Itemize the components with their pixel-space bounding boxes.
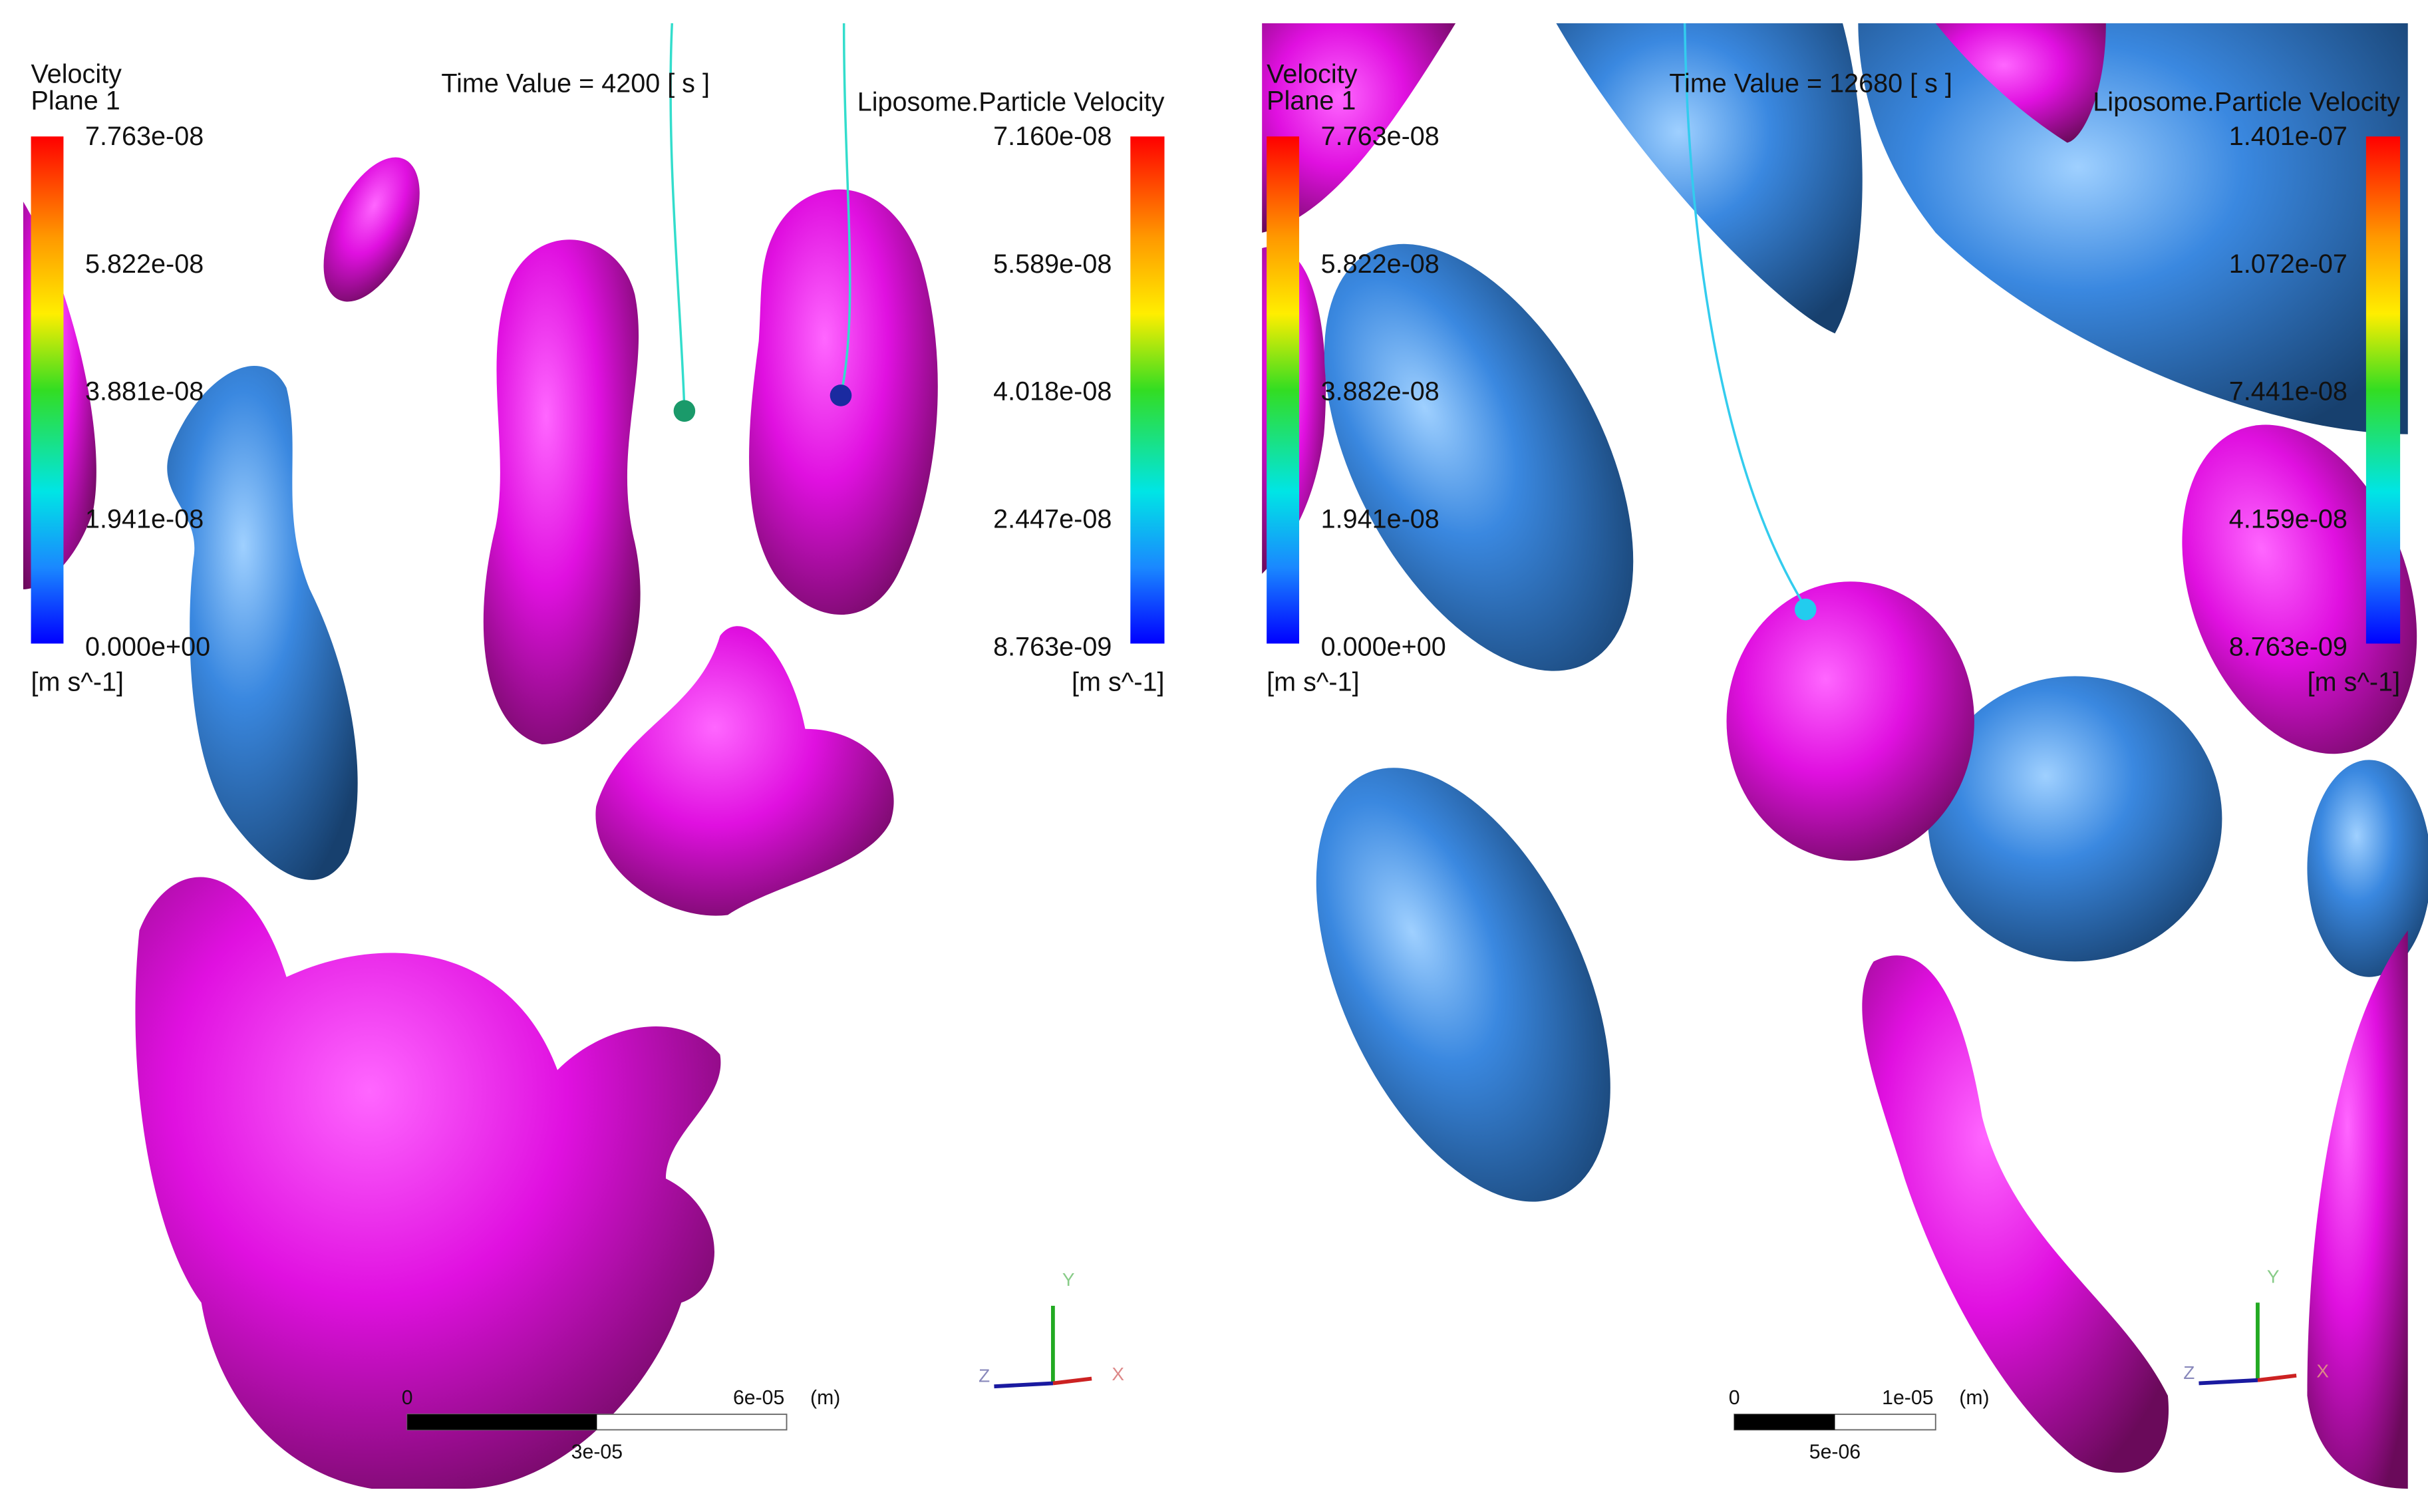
legend-text: 4.159e-08 <box>2229 505 2348 534</box>
legend-text: Velocity <box>31 60 122 89</box>
particle <box>830 384 852 406</box>
axis-x <box>2257 1373 2297 1382</box>
legend-text: Liposome.Particle Velocity <box>857 88 1165 117</box>
legend-text: 0.000e+00 <box>85 632 210 661</box>
legend-text: [m s^-1] <box>1267 668 1359 697</box>
legend-text: 4.018e-08 <box>993 377 1112 406</box>
blob <box>1556 23 1863 334</box>
time-value: Time Value = 4200 [ s ] <box>441 69 710 98</box>
legend-text: 7.160e-08 <box>993 122 1112 151</box>
particle-track <box>839 23 851 396</box>
blob <box>1316 768 1610 1202</box>
blob <box>167 365 358 880</box>
legend-text: 1.072e-07 <box>2229 249 2348 279</box>
axis-label: X <box>2316 1361 2329 1382</box>
legend-text: Plane 1 <box>1267 86 1356 115</box>
legend-text: 5.822e-08 <box>1321 249 1440 279</box>
legend-text: 1.941e-08 <box>85 505 204 534</box>
blob <box>2307 930 2408 1489</box>
legend-text: 0.000e+00 <box>1321 632 1446 661</box>
legend-text: 8.763e-09 <box>993 632 1112 661</box>
legend-text: 7.763e-08 <box>1321 122 1440 151</box>
particle <box>673 400 696 422</box>
axis-z <box>994 1381 1054 1389</box>
legend-text: 3.882e-08 <box>1321 377 1440 406</box>
scale-bar-fill <box>407 1414 597 1430</box>
legend-text: 1.401e-07 <box>2229 122 2348 151</box>
particle-track <box>669 23 686 411</box>
legend-text: 5e-06 <box>1809 1441 1861 1463</box>
legend-text: Liposome.Particle Velocity <box>2093 88 2400 117</box>
legend-text: (m) <box>810 1387 840 1409</box>
legend-text: 0 <box>1729 1387 1740 1409</box>
legend-text: 0 <box>402 1387 413 1409</box>
legend-text: 5.822e-08 <box>85 249 204 279</box>
blob <box>1324 243 1634 671</box>
legend-text: 3.881e-08 <box>85 377 204 406</box>
blob <box>323 157 420 302</box>
legend-text: 7.441e-08 <box>2229 377 2348 406</box>
legend-text: 5.589e-08 <box>993 249 1112 279</box>
legend-text: 1e-05 <box>1882 1387 1933 1409</box>
panel-divider <box>1262 23 1265 1489</box>
particle-track <box>1683 23 1805 606</box>
blob <box>595 626 894 916</box>
blob <box>1726 581 1974 861</box>
color-bar <box>31 136 64 644</box>
legend-text: 1.941e-08 <box>1321 505 1440 534</box>
color-bar <box>1267 136 1300 644</box>
legend-text: 3e-05 <box>571 1441 623 1463</box>
blob <box>1935 23 2106 143</box>
axis-label: Y <box>1062 1269 1075 1290</box>
blob <box>1928 676 2222 962</box>
axis-label: Y <box>2267 1266 2280 1286</box>
blob <box>2307 760 2428 977</box>
legend-text: Velocity <box>1267 60 1358 89</box>
axis-label: Z <box>979 1366 990 1386</box>
axis-x <box>1052 1376 1092 1386</box>
axis-label: X <box>1112 1364 1124 1384</box>
blob <box>1262 23 1456 233</box>
particle <box>1794 598 1817 621</box>
legend-text: 6e-05 <box>733 1387 784 1409</box>
legend-text: [m s^-1] <box>31 668 124 697</box>
axis-label: Z <box>2183 1362 2195 1383</box>
color-bar <box>1130 136 1165 644</box>
blob <box>1858 23 2408 434</box>
blob <box>1862 955 2169 1473</box>
legend-text: 7.763e-08 <box>85 122 204 151</box>
time-value: Time Value = 12680 [ s ] <box>1669 69 1952 98</box>
blob <box>135 877 721 1489</box>
axis-z <box>2199 1378 2258 1386</box>
blob <box>483 239 641 745</box>
legend-text: [m s^-1] <box>2308 668 2400 697</box>
blob <box>2182 424 2417 754</box>
color-bar <box>2365 136 2401 644</box>
legend-text: 2.447e-08 <box>993 505 1112 534</box>
legend-text: (m) <box>1959 1387 1989 1409</box>
legend-text: [m s^-1] <box>1072 668 1164 697</box>
legend-text: Plane 1 <box>31 86 120 115</box>
legend-text: 8.763e-09 <box>2229 632 2348 661</box>
scale-bar-fill <box>1734 1414 1835 1430</box>
